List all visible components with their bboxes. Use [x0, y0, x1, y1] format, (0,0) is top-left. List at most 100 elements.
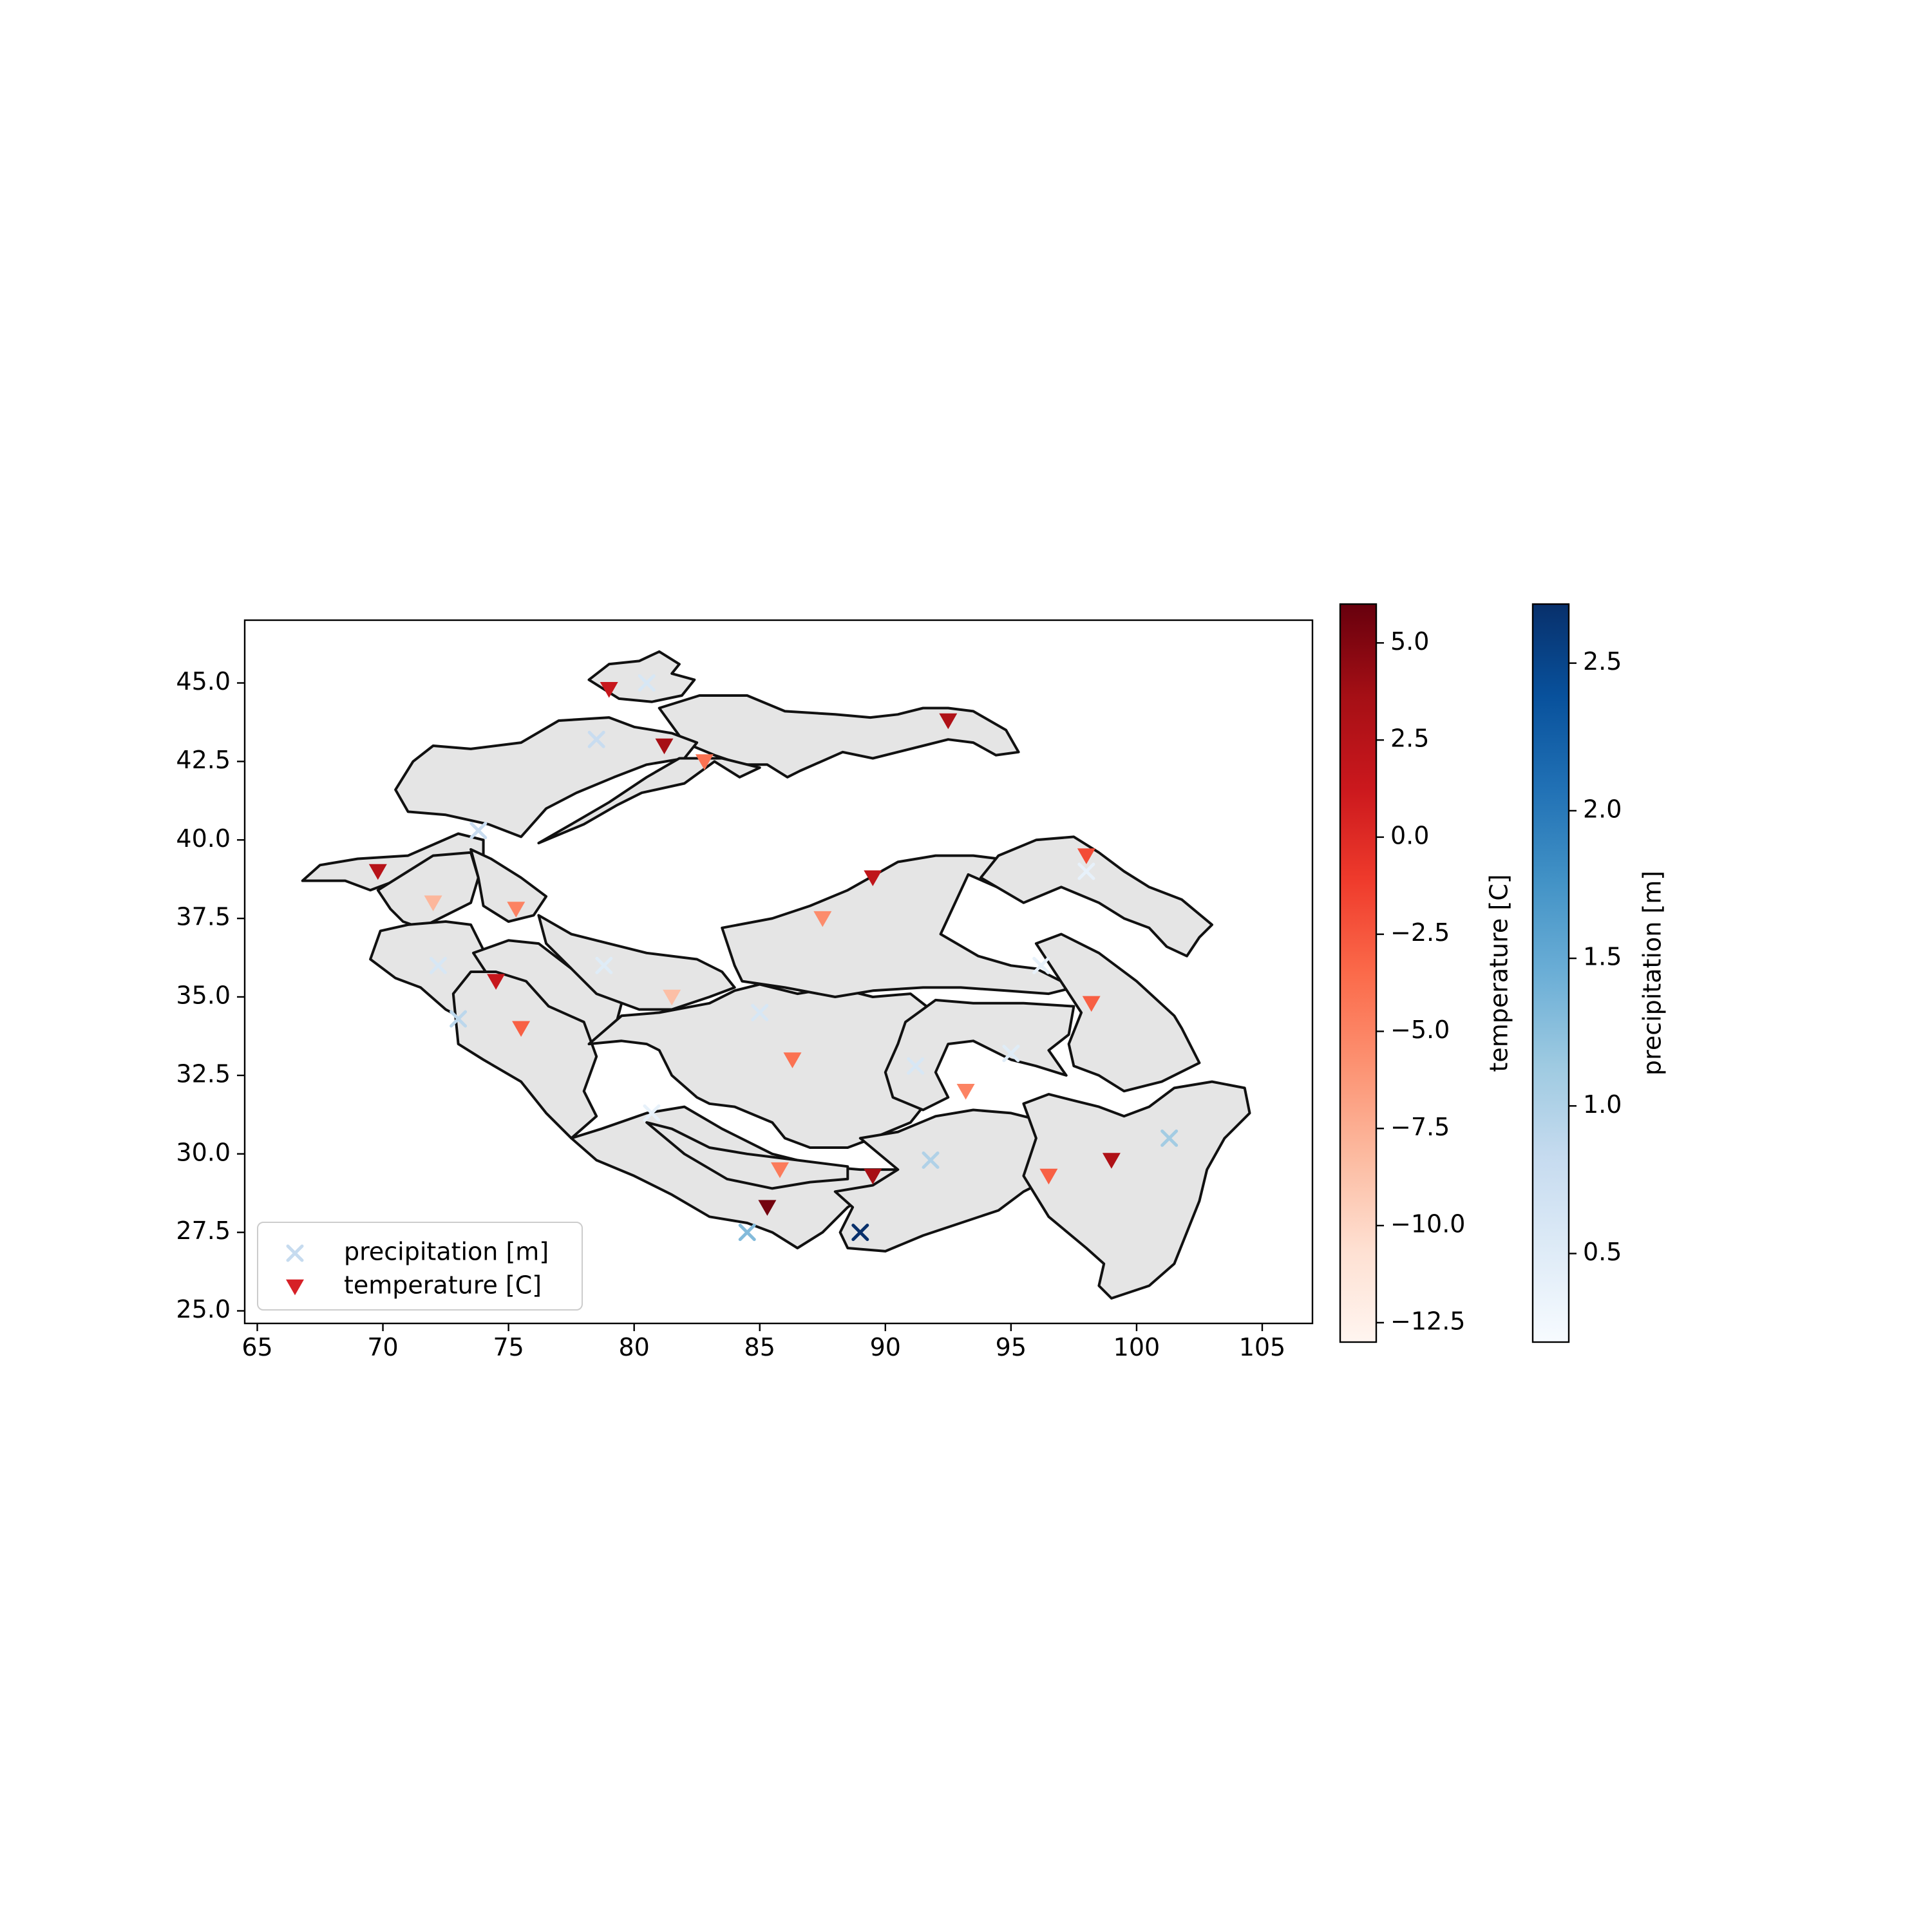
plot-frame [243, 619, 1314, 1325]
precipitation-marker [643, 1104, 661, 1122]
y-tick-label: 30.0 [176, 1138, 231, 1166]
precipitation-marker [1032, 956, 1050, 974]
temperature-colorbar-tick-label: −12.5 [1390, 1307, 1465, 1335]
temperature-marker [1077, 848, 1095, 864]
temperature-colorbar-tick-label: −5.0 [1390, 1016, 1450, 1044]
temperature-colorbar-tick-label: 2.5 [1390, 724, 1429, 753]
temperature-colorbar-gradient [1339, 603, 1378, 1343]
precipitation-colorbar-tick-label: 1.5 [1583, 943, 1622, 971]
temperature-marker [1039, 1168, 1058, 1185]
precipitation-colorbar-ticks: 0.5 1.0 1.5 2.0 2.5 [1569, 647, 1622, 1266]
temperature-colorbar-tick-label: −2.5 [1390, 918, 1450, 947]
basin-polygon [587, 983, 932, 1149]
basin-polygon [376, 851, 480, 929]
basin-polygon [658, 694, 1020, 779]
precipitation-colorbar-tick-label: 1.0 [1583, 1090, 1622, 1119]
y-axis: 25.0 27.5 30.0 32.5 35.0 37.5 40.0 42.5 45.0 [176, 667, 245, 1323]
precipitation-colorbar-label: precipitation [m] [1638, 871, 1667, 1075]
precipitation-marker [595, 956, 613, 974]
precipitation-markers [429, 674, 1179, 1242]
precipitation-marker [1077, 862, 1095, 880]
temperature-marker [864, 1168, 882, 1185]
precipitation-marker [851, 1224, 869, 1242]
temperature-marker [507, 902, 526, 918]
plot-area [301, 650, 1251, 1300]
precipitation-marker [922, 1151, 940, 1169]
precipitation-marker [907, 1057, 925, 1075]
legend-frame [257, 1222, 583, 1311]
precipitation-marker [638, 674, 656, 692]
temperature-marker [956, 1084, 975, 1100]
legend-precipitation-label: precipitation [m] [344, 1238, 549, 1266]
temperature-marker [758, 1200, 777, 1216]
y-tick-label: 42.5 [176, 746, 231, 774]
temperature-marker [771, 1162, 789, 1179]
temperature-marker [1102, 1153, 1121, 1169]
temperature-colorbar-label: temperature [C] [1485, 874, 1513, 1072]
legend-temperature-label: temperature [C] [344, 1271, 542, 1300]
precipitation-colorbar-tick-label: 0.5 [1583, 1238, 1622, 1266]
basin-polygons [301, 650, 1251, 1300]
precipitation-marker [587, 730, 605, 748]
basin-polygon [721, 854, 1075, 998]
x-tick-label: 100 [1113, 1333, 1160, 1361]
x-tick-label: 105 [1239, 1333, 1286, 1361]
x-axis: 65 70 75 80 85 90 95 100 105 [242, 1323, 1285, 1361]
basin-polygon [1022, 1080, 1251, 1300]
basin-polygon [833, 1108, 1063, 1253]
precipitation-marker [450, 1010, 468, 1028]
legend-precipitation-x [286, 1244, 304, 1262]
basin-polygon [884, 998, 1075, 1112]
temperature-marker [512, 1021, 531, 1037]
precipitation-marker [1160, 1129, 1179, 1147]
y-tick-label: 35.0 [176, 981, 231, 1010]
basin-polygon [537, 914, 736, 1011]
precipitation-colorbar-gradient [1531, 603, 1570, 1343]
temperature-marker [783, 1052, 802, 1068]
precipitation-marker [1002, 1045, 1020, 1063]
temperature-marker [600, 682, 618, 698]
temperature-markers [368, 682, 1121, 1216]
basin-polygon [980, 835, 1213, 958]
precipitation-colorbar: 0.5 1.0 1.5 2.0 2.5 precipitation [m] [1531, 603, 1667, 1343]
temperature-marker [655, 738, 674, 755]
temperature-marker [487, 974, 506, 990]
y-tick-label: 27.5 [176, 1217, 231, 1245]
temperature-marker [695, 754, 714, 770]
precipitation-marker [429, 956, 447, 974]
x-tick-label: 85 [744, 1333, 775, 1361]
basin-polygon [1034, 933, 1201, 1093]
temperature-marker [663, 989, 681, 1006]
y-tick-label: 40.0 [176, 824, 231, 853]
temperature-colorbar-tick-label: −10.0 [1390, 1210, 1465, 1238]
x-tick-label: 65 [242, 1333, 272, 1361]
precipitation-marker [751, 1003, 769, 1021]
y-tick-label: 45.0 [176, 667, 231, 696]
x-tick-label: 70 [367, 1333, 398, 1361]
temperature-marker [939, 713, 958, 730]
temperature-colorbar: −12.5 −10.0 −7.5 −5.0 −2.5 0.0 2.5 5.0 temperat… [1339, 603, 1513, 1343]
temperature-marker [368, 864, 387, 880]
precipitation-colorbar-tick-label: 2.0 [1583, 795, 1622, 823]
legend-temperature-triangle [286, 1279, 304, 1296]
y-tick-label: 37.5 [176, 903, 231, 931]
basin-polygon [451, 971, 598, 1140]
precipitation-marker [738, 1224, 756, 1242]
temperature-colorbar-tick-label: 0.0 [1390, 821, 1429, 849]
x-tick-label: 75 [493, 1333, 524, 1361]
temperature-marker [864, 870, 882, 886]
basin-polygon [645, 1121, 849, 1190]
basin-polygon [394, 716, 699, 838]
basin-polygon [537, 757, 761, 845]
x-tick-label: 90 [870, 1333, 901, 1361]
legend-temperature-marker [286, 1279, 304, 1296]
temperature-marker [813, 911, 832, 927]
y-tick-label: 32.5 [176, 1059, 231, 1088]
temperature-marker [1082, 996, 1101, 1012]
precipitation-colorbar-tick-label: 2.5 [1583, 647, 1622, 676]
temperature-colorbar-tick-label: −7.5 [1390, 1113, 1450, 1141]
basin-polygon [469, 848, 548, 923]
x-tick-label: 80 [619, 1333, 650, 1361]
y-tick-label: 25.0 [176, 1295, 231, 1323]
